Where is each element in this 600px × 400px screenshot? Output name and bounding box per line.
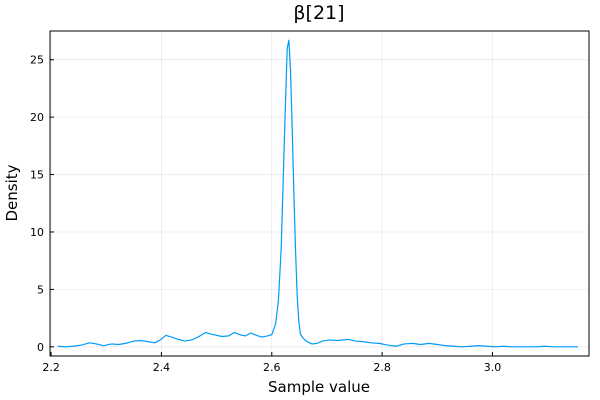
x-tick-label: 2.8 xyxy=(373,361,391,374)
plot-frame xyxy=(49,30,590,357)
x-tick-label: 2.4 xyxy=(153,361,171,374)
x-axis-label: Sample value xyxy=(268,378,370,396)
y-tick-label: 25 xyxy=(30,54,44,67)
x-axis: 2.2 2.4 2.6 2.8 3.0 xyxy=(42,352,501,374)
x-tick-label: 3.0 xyxy=(484,361,502,374)
chart-title: β[21] xyxy=(293,2,344,24)
grid-lines xyxy=(50,31,589,356)
x-tick-label: 2.6 xyxy=(263,361,281,374)
series-layer xyxy=(57,39,578,348)
y-tick-label: 15 xyxy=(30,169,44,182)
y-tick-label: 20 xyxy=(30,111,44,124)
y-axis-label: Density xyxy=(3,164,21,221)
y-tick-label: 10 xyxy=(30,226,44,239)
y-axis: 0 5 10 15 20 25 xyxy=(30,54,54,354)
density-line xyxy=(57,39,578,348)
y-tick-label: 5 xyxy=(37,283,44,296)
y-tick-label: 0 xyxy=(37,341,44,354)
x-tick-label: 2.2 xyxy=(42,361,60,374)
